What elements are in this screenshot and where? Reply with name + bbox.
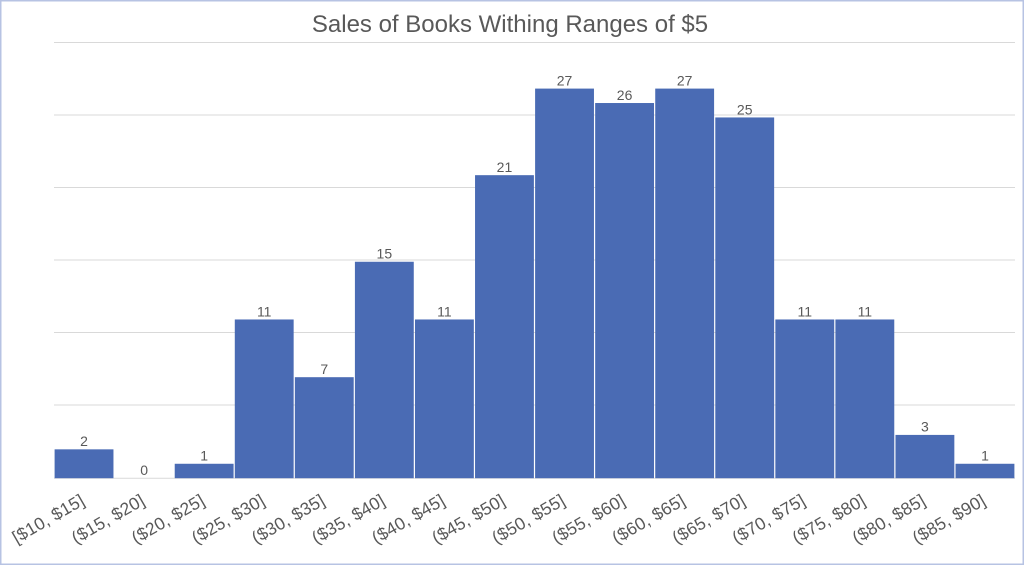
svg-text:3: 3 (921, 419, 929, 435)
svg-text:26: 26 (617, 87, 633, 103)
svg-text:1: 1 (981, 448, 989, 464)
svg-text:11: 11 (257, 303, 272, 319)
svg-text:0: 0 (140, 462, 148, 478)
svg-text:Sales of Books Withing Ranges: Sales of Books Withing Ranges of $5 (312, 11, 708, 38)
svg-text:27: 27 (557, 72, 573, 88)
svg-text:1: 1 (200, 448, 208, 464)
svg-text:15: 15 (377, 246, 393, 262)
svg-text:25: 25 (737, 101, 753, 117)
svg-text:7: 7 (320, 361, 328, 377)
svg-text:11: 11 (437, 303, 452, 319)
svg-text:2: 2 (80, 433, 88, 449)
svg-text:27: 27 (677, 72, 693, 88)
svg-text:11: 11 (858, 303, 873, 319)
svg-text:11: 11 (798, 303, 813, 319)
svg-text:21: 21 (497, 159, 513, 175)
